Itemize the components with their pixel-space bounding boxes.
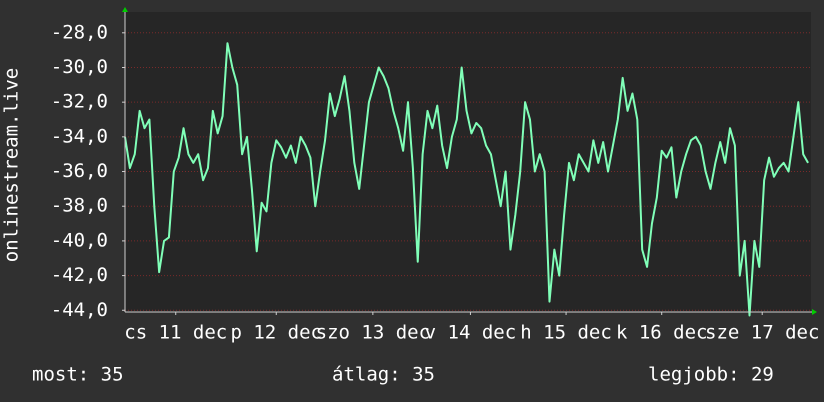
grid <box>122 32 811 315</box>
y-tick-label: -36,0 <box>51 160 108 182</box>
y-tick-label: -42,0 <box>51 264 108 286</box>
y-tick-label: -32,0 <box>51 91 108 113</box>
footer-current: most: 35 <box>32 364 124 386</box>
footer-best: legjobb: 29 <box>648 364 774 386</box>
y-tick-label: -38,0 <box>51 195 108 217</box>
y-tick-label: -40,0 <box>51 229 108 251</box>
x-axis-arrow <box>812 309 817 315</box>
footer-average: átlag: 35 <box>332 364 435 386</box>
y-tick-label: -28,0 <box>51 21 108 43</box>
y-axis-arrow <box>122 7 128 12</box>
line <box>124 42 809 317</box>
y-tick-label: -30,0 <box>51 56 108 78</box>
x-tick-label: p 12 dec <box>230 322 322 344</box>
x-tick-label: v 14 dec <box>425 322 517 344</box>
x-tick-label: h 15 dec <box>520 322 612 344</box>
x-tick-label: k 16 dec <box>616 322 708 344</box>
y-tick-label: -44,0 <box>51 299 108 321</box>
y-axis-label: onlinestream.live <box>1 68 23 262</box>
series <box>124 42 809 317</box>
x-tick-label: szo 13 dec <box>316 322 430 344</box>
y-tick-label: -34,0 <box>51 125 108 147</box>
x-tick-label: sze 17 dec <box>705 322 819 344</box>
x-tick-label: cs 11 dec <box>124 322 227 344</box>
plot-area <box>125 12 811 312</box>
